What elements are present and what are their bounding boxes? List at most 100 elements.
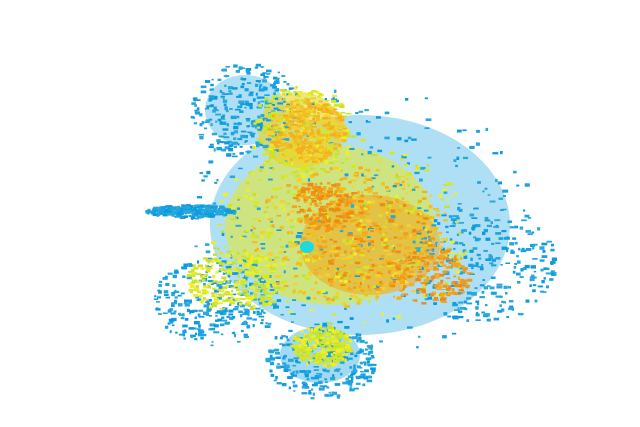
echo-speck [351, 193, 354, 197]
echo-speck [345, 193, 349, 198]
echo-speck [272, 167, 275, 171]
echo-speck [234, 141, 239, 144]
echo-speck [238, 282, 241, 285]
echo-speck [319, 210, 321, 213]
echo-speck [303, 356, 306, 360]
echo-speck [339, 197, 345, 201]
echo-speck [440, 279, 444, 283]
echo-speck [327, 142, 334, 145]
echo-speck [483, 249, 488, 252]
echo-speck [451, 183, 454, 186]
echo-speck [333, 357, 336, 360]
echo-speck [384, 136, 390, 140]
echo-speck [282, 129, 288, 132]
echo-speck [264, 257, 269, 261]
echo-speck [298, 344, 303, 348]
echo-speck [287, 240, 294, 244]
echo-speck [311, 126, 317, 128]
echo-speck [314, 163, 320, 166]
echo-speck [240, 298, 245, 301]
echo-speck [286, 369, 291, 371]
echo-speck [417, 275, 423, 278]
echo-speck [273, 113, 279, 116]
echo-speck [431, 248, 435, 252]
echo-speck [373, 174, 379, 177]
echo-speck [296, 337, 301, 342]
echo-speck [344, 346, 350, 349]
echo-speck [196, 107, 200, 111]
echo-speck [400, 275, 404, 278]
echo-speck [304, 334, 308, 339]
echo-speck [239, 152, 244, 155]
echo-speck [262, 79, 267, 83]
echo-speck [222, 99, 228, 103]
echo-speck [367, 208, 370, 211]
echo-speck [300, 105, 304, 109]
echo-speck [183, 263, 189, 267]
echo-speck [193, 122, 198, 125]
echo-speck [197, 206, 200, 208]
echo-speck [331, 184, 336, 187]
echo-speck [380, 238, 384, 241]
echo-speck [495, 232, 502, 235]
echo-speck [454, 192, 458, 195]
echo-speck [524, 264, 530, 269]
echo-speck [191, 268, 195, 272]
echo-speck [448, 261, 454, 265]
echo-speck [451, 281, 454, 285]
echo-speck [292, 137, 298, 140]
echo-speck [445, 252, 448, 256]
echo-speck [258, 127, 262, 132]
echo-speck [336, 267, 339, 271]
echo-speck [411, 138, 417, 141]
echo-speck [431, 291, 436, 295]
echo-speck [295, 86, 298, 88]
echo-speck [295, 128, 299, 131]
echo-speck [457, 291, 464, 294]
echo-speck [286, 190, 290, 194]
echo-speck [364, 369, 369, 373]
echo-speck [255, 307, 261, 310]
echo-speck [301, 304, 306, 307]
echo-speck [193, 266, 199, 270]
echo-speck [307, 209, 312, 212]
echo-speck [302, 293, 306, 295]
echo-speck [226, 315, 230, 319]
echo-speck [309, 174, 315, 178]
echo-speck [437, 264, 442, 267]
echo-speck [211, 78, 214, 81]
echo-speck [496, 285, 503, 289]
echo-speck [370, 200, 376, 204]
echo-speck [251, 263, 258, 268]
echo-speck [211, 258, 217, 260]
echo-speck [425, 240, 431, 242]
echo-speck [290, 123, 294, 126]
echo-speck [296, 109, 301, 112]
echo-speck [360, 224, 367, 227]
echo-speck [320, 142, 326, 145]
echo-speck [348, 286, 351, 290]
echo-speck [340, 284, 346, 286]
echo-speck [303, 209, 306, 213]
echo-speck [162, 213, 168, 217]
echo-speck [317, 112, 320, 115]
echo-speck [339, 355, 343, 359]
echo-speck [332, 313, 336, 316]
echo-speck [271, 150, 276, 153]
echo-speck [313, 377, 320, 380]
echo-speck [238, 260, 243, 263]
echo-speck [222, 269, 226, 272]
echo-speck [426, 254, 432, 258]
echo-speck [452, 222, 456, 225]
echo-speck [358, 375, 365, 379]
echo-speck [269, 140, 273, 144]
echo-speck [356, 176, 360, 179]
echo-speck [456, 233, 460, 236]
echo-speck [323, 188, 326, 192]
echo-speck [329, 227, 334, 231]
echo-speck [458, 208, 463, 212]
echo-speck [328, 149, 331, 153]
echo-speck [513, 266, 517, 269]
echo-speck [423, 279, 430, 283]
echo-speck [260, 73, 266, 76]
